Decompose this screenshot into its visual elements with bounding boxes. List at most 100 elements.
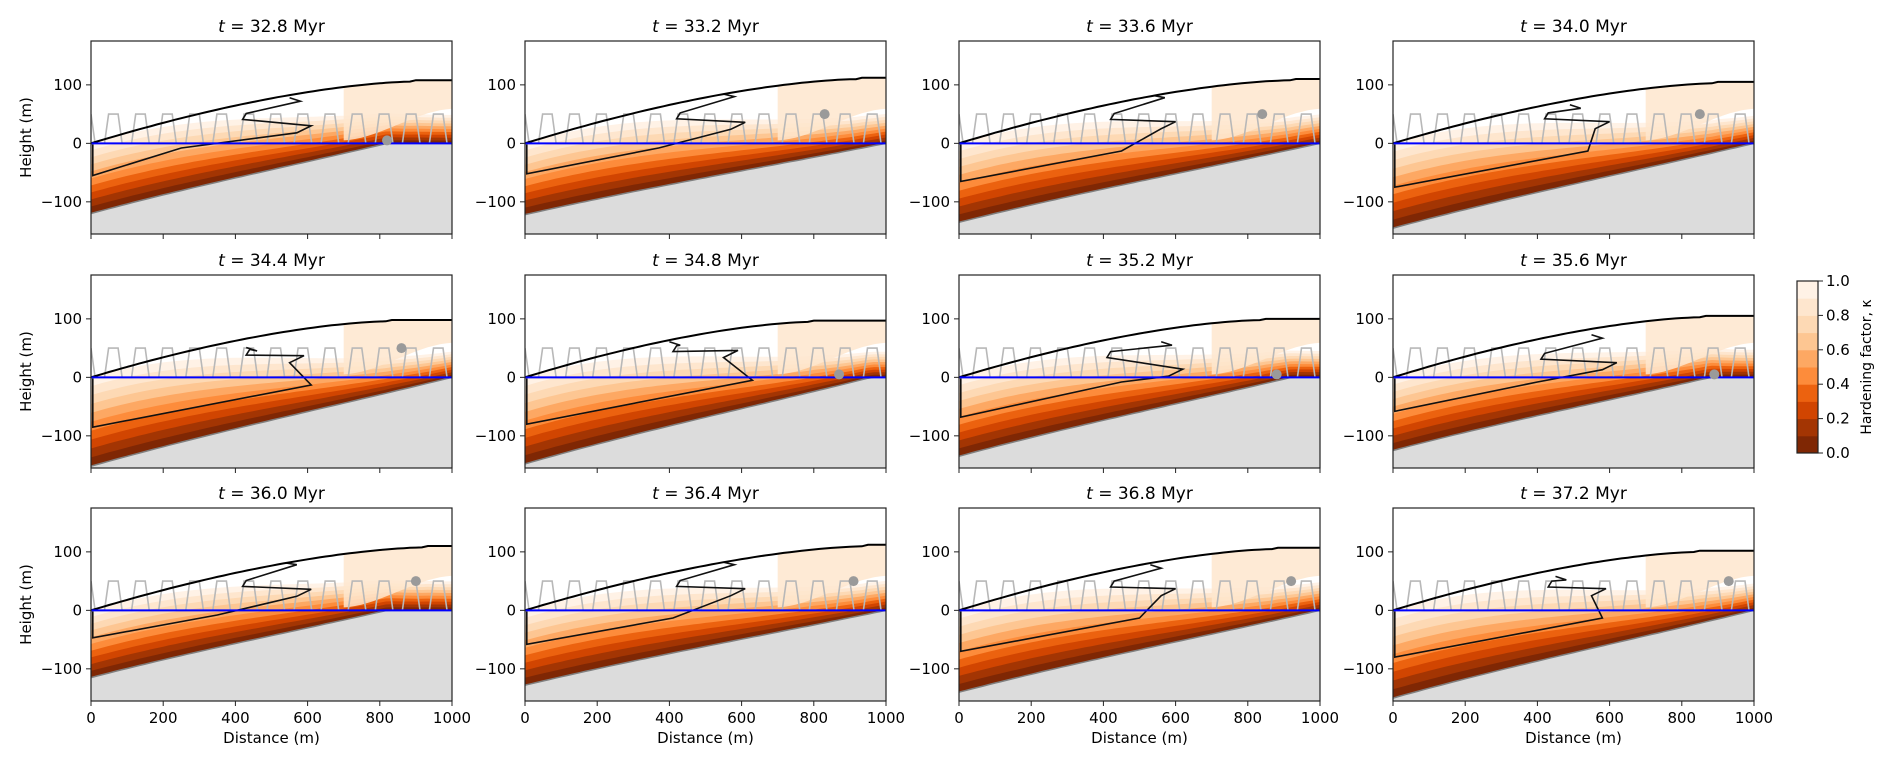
axes-frame [524, 274, 887, 469]
colorbar-swatches [1797, 281, 1818, 454]
y-tick-label: 0 [506, 134, 516, 152]
plot-area [525, 319, 886, 468]
x-tick-label: 1000 [1735, 709, 1773, 727]
basement-fill [959, 377, 1320, 468]
title-time: = 35.2 Myr [1093, 251, 1193, 271]
y-axis-label: Height (m) [17, 97, 35, 178]
shoreline-marker [834, 369, 845, 380]
colorbar-label: Hardening factor, κ [1859, 299, 1875, 434]
x-axis-label: Distance (m) [223, 729, 320, 747]
plot-area [1393, 314, 1754, 468]
panel-title: t = 36.4 Myr [652, 484, 759, 504]
basement-line [959, 376, 1320, 458]
contour-band-light [1645, 550, 1754, 608]
shoreline-marker [1286, 576, 1297, 587]
title-var: t [1086, 17, 1094, 37]
y-tick-label: −100 [909, 427, 950, 445]
y-tick-label: −100 [475, 427, 516, 445]
kappa-contour-line [526, 340, 755, 426]
title-time: = 34.0 Myr [1527, 17, 1627, 37]
y-tick-label: 0 [1374, 134, 1384, 152]
panel-title: t = 34.0 Myr [1520, 17, 1627, 37]
basement-fill [1393, 377, 1754, 468]
x-tick-label: 1000 [867, 709, 905, 727]
colorbar-swatch [1797, 401, 1818, 420]
x-tick-label: 400 [1089, 709, 1118, 727]
y-tick-label: −100 [1343, 660, 1384, 678]
basement-line [1393, 376, 1754, 452]
colorbar-swatch [1797, 281, 1818, 299]
x-tick-label: 200 [1451, 709, 1480, 727]
plot-area [1393, 549, 1754, 701]
title-time: = 36.8 Myr [1093, 484, 1193, 504]
basement-fill [1393, 143, 1754, 234]
subplot-panel: −100 0 100 t = 32.8 Myr Height (m) [17, 17, 453, 239]
colorbar-swatch [1797, 298, 1818, 316]
y-tick-label: 0 [1374, 601, 1384, 619]
axes-frame [90, 274, 453, 469]
title-time: = 33.2 Myr [659, 17, 759, 37]
contour-band [959, 607, 1320, 693]
x-tick-label: 600 [1161, 709, 1190, 727]
surface-line [525, 319, 886, 379]
y-tick-label: 100 [487, 76, 516, 94]
axes-frame [524, 40, 887, 235]
contour-band-light [777, 544, 886, 608]
basement-fill [959, 610, 1320, 701]
x-tick-label: 600 [1595, 709, 1624, 727]
kappa-contour-line [960, 563, 1176, 653]
basement-fill [1393, 610, 1754, 701]
plot-area [959, 546, 1320, 701]
shoreline-marker [1723, 576, 1734, 587]
title-time: = 35.6 Myr [1527, 251, 1627, 271]
panel-title: t = 35.2 Myr [1086, 251, 1193, 271]
colorbar-swatch [1797, 384, 1818, 402]
kappa-contour-line [1394, 333, 1618, 413]
y-tick-label: −100 [41, 660, 82, 678]
y-tick-label: 0 [72, 601, 82, 619]
title-var: t [218, 251, 226, 271]
title-var: t [1520, 251, 1528, 271]
y-tick-label: 100 [1355, 543, 1384, 561]
contour-band [1393, 140, 1754, 229]
axes-frame [1392, 40, 1755, 235]
panels-group: −100 0 100 t = 32.8 Myr Height (m) −100 0 100 t … [17, 17, 1773, 747]
colorbar-tick-label: 0.6 [1826, 341, 1850, 359]
kappa-contour-line [1394, 103, 1610, 189]
kappa-contour-line [92, 346, 313, 429]
y-tick-label: −100 [1343, 427, 1384, 445]
plot-area [91, 545, 452, 701]
surface-line [1393, 80, 1754, 145]
x-tick-label: 800 [1667, 709, 1696, 727]
surface-line [525, 76, 886, 145]
basement-line [525, 609, 886, 686]
shoreline-marker [1257, 109, 1268, 120]
axes-frame [1392, 274, 1755, 469]
title-var: t [218, 17, 226, 37]
basement-line [91, 376, 452, 467]
shoreline-marker [410, 576, 421, 587]
y-tick-label: 100 [53, 543, 82, 561]
shoreline-marker [1694, 109, 1705, 120]
surface-line [959, 78, 1320, 145]
y-tick-label: 100 [487, 543, 516, 561]
colorbar-frame [1796, 280, 1819, 454]
colorbar-tick-label: 0.2 [1826, 410, 1850, 428]
title-time: = 34.8 Myr [659, 251, 759, 271]
panel-title: t = 33.2 Myr [652, 17, 759, 37]
panel-title: t = 37.2 Myr [1520, 484, 1627, 504]
y-tick-label: 0 [72, 134, 82, 152]
subplot-panel: −100 0 100 t = 35.6 Myr [1343, 251, 1755, 473]
y-tick-label: 0 [940, 134, 950, 152]
y-tick-label: 0 [940, 601, 950, 619]
title-time: = 33.6 Myr [1093, 17, 1193, 37]
plot-area [91, 79, 452, 234]
title-var: t [652, 17, 660, 37]
surface-line [91, 545, 452, 612]
x-tick-label: 400 [655, 709, 684, 727]
x-axis-label: Distance (m) [1091, 729, 1188, 747]
y-tick-label: 0 [940, 368, 950, 386]
panel-title: t = 36.0 Myr [218, 484, 325, 504]
y-tick-label: −100 [41, 193, 82, 211]
x-tick-label: 600 [293, 709, 322, 727]
